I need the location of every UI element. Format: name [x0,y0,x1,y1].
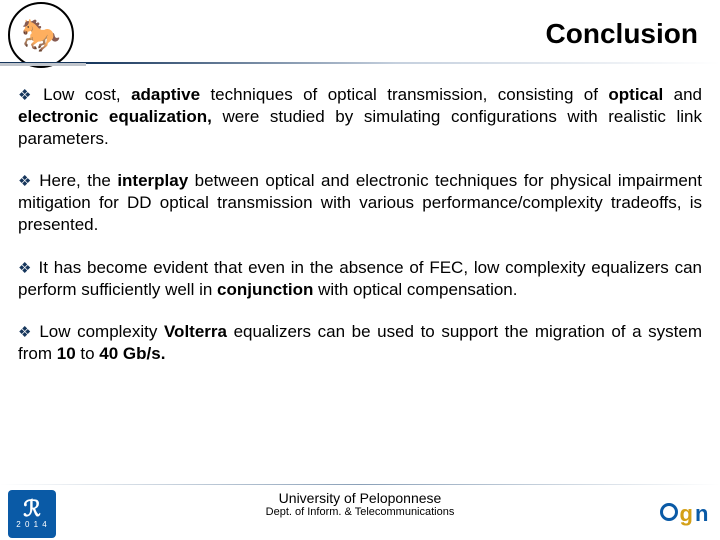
ogn-n-letter: n [695,503,708,525]
ogn-o-icon [660,503,678,521]
bullet-icon: ❖ [18,173,33,190]
conference-logo-mark: ℛ [23,499,41,519]
slide-header: 🐎 Conclusion [0,0,720,72]
text-run: Here, the [39,171,117,190]
university-seal: 🐎 [8,2,74,68]
header-divider [0,62,720,64]
bullet-paragraph: ❖ Low cost, adaptive techniques of optica… [18,84,702,150]
slide-body: ❖ Low cost, adaptive techniques of optica… [0,72,720,365]
bullet-icon: ❖ [18,260,33,277]
slide-title: Conclusion [546,18,698,50]
text-run: Low cost, [43,85,131,104]
bullet-paragraph: ❖Here, the interplay between optical and… [18,170,702,236]
bullet-paragraph: ❖Low complexity Volterra equalizers can … [18,321,702,365]
seal-icon: 🐎 [21,19,61,51]
text-run: 40 Gb/s. [99,344,165,363]
conference-logo-year: 2 0 1 4 [16,520,47,529]
text-run: optical [608,85,663,104]
text-run: techniques of optical transmission, cons… [200,85,608,104]
footer-text-block: University of Peloponnese Dept. of Infor… [0,484,720,518]
ogn-g-letter: g [680,503,693,525]
ogn-logo-letters: g n [660,503,709,525]
bullet-icon: ❖ [18,324,33,341]
conference-logo: ℛ 2 0 1 4 [8,490,56,538]
text-run: Volterra [164,322,227,341]
text-run: electronic equalization, [18,107,212,126]
footer-divider [0,484,720,485]
footer-department: Dept. of Inform. & Telecommunications [0,506,720,518]
footer-university: University of Peloponnese [0,490,720,506]
text-run: with optical compensation. [313,280,517,299]
text-run: Low complexity [39,322,164,341]
ogn-logo: g n [656,490,712,538]
text-run: adaptive [131,85,200,104]
text-run: 10 [57,344,76,363]
bullet-paragraph: ❖It has become evident that even in the … [18,257,702,301]
text-run: to [76,344,100,363]
text-run: interplay [117,171,188,190]
text-run: and [663,85,702,104]
slide-footer: University of Peloponnese Dept. of Infor… [0,484,720,540]
text-run: conjunction [217,280,313,299]
bullet-icon: ❖ [18,87,37,104]
